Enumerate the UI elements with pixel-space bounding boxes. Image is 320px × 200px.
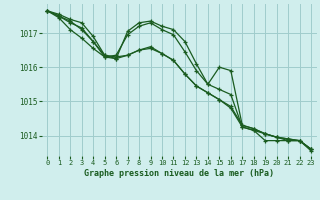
X-axis label: Graphe pression niveau de la mer (hPa): Graphe pression niveau de la mer (hPa) <box>84 169 274 178</box>
